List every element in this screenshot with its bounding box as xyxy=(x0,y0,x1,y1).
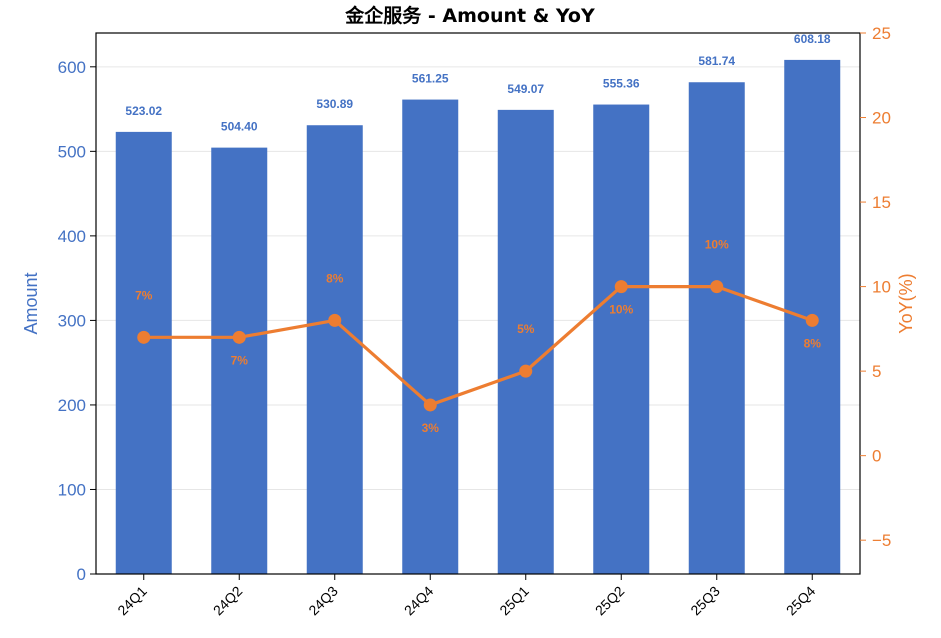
bar xyxy=(688,82,745,574)
yoy-point xyxy=(805,313,819,327)
yoy-value-label: 8% xyxy=(326,271,344,285)
bar-value-label: 561.25 xyxy=(412,72,449,86)
y-left-tick-label: 300 xyxy=(58,311,86,330)
grid-lines xyxy=(96,66,860,490)
y-left-tick-label: 0 xyxy=(77,565,86,584)
y-right-tick-label: 25 xyxy=(872,24,891,43)
yoy-value-label: 10% xyxy=(609,303,633,317)
x-tick-label: 24Q1 xyxy=(114,583,150,619)
y-right-tick-label: 15 xyxy=(872,193,891,212)
yoy-point xyxy=(614,280,628,294)
bar-value-label: 555.36 xyxy=(603,77,640,91)
y-axis-right-label: YoY(%) xyxy=(896,273,916,333)
yoy-value-label: 7% xyxy=(231,353,249,367)
y-right-tick-label: 20 xyxy=(872,109,891,128)
yoy-point xyxy=(519,364,533,378)
line-series xyxy=(137,280,819,412)
yoy-point xyxy=(232,330,246,344)
yoy-value-label: 7% xyxy=(135,288,153,302)
y-axis-left-label: Amount xyxy=(21,272,41,334)
yoy-value-label: 8% xyxy=(804,336,822,350)
yoy-value-label: 10% xyxy=(705,238,729,252)
yoy-point xyxy=(423,398,437,412)
y-axis-left: 0 100 200 300 400 500 600 xyxy=(58,58,96,584)
bar-series xyxy=(115,59,841,575)
bar-value-label: 549.07 xyxy=(507,82,544,96)
chart-title: 金企服务 - Amount & YoY xyxy=(344,4,595,27)
bar xyxy=(402,99,459,574)
y-left-tick-label: 500 xyxy=(58,142,86,161)
x-axis: 24Q1 24Q2 24Q3 24Q4 25Q1 25Q2 25Q3 25Q4 xyxy=(114,574,819,619)
y-left-tick-label: 400 xyxy=(58,227,86,246)
yoy-value-label: 3% xyxy=(422,421,440,435)
y-left-tick-label: 200 xyxy=(58,396,86,415)
bar xyxy=(497,109,554,575)
x-tick-label: 25Q3 xyxy=(687,583,723,619)
bar-value-label: 608.18 xyxy=(794,32,831,46)
bar-value-label: 530.89 xyxy=(316,97,353,111)
yoy-point xyxy=(710,280,724,294)
y-right-tick-label: 10 xyxy=(872,278,891,297)
plot-frame xyxy=(95,32,861,575)
yoy-line xyxy=(143,284,813,407)
y-left-tick-label: 600 xyxy=(58,58,86,77)
x-tick-label: 24Q2 xyxy=(210,583,246,619)
y-right-tick-label: −5 xyxy=(872,531,891,550)
y-right-tick-label: 0 xyxy=(872,447,881,466)
x-tick-label: 24Q3 xyxy=(305,583,341,619)
bar xyxy=(115,131,172,575)
y-left-tick-label: 100 xyxy=(58,480,86,499)
y-right-tick-label: 5 xyxy=(872,362,881,381)
bar-value-label: 581.74 xyxy=(698,54,735,68)
x-tick-label: 24Q4 xyxy=(401,583,437,619)
yoy-point xyxy=(328,313,342,327)
bar-value-label: 504.40 xyxy=(221,120,258,134)
yoy-point xyxy=(137,330,151,344)
y-axis-right: −5 0 5 10 15 20 25 xyxy=(860,24,891,550)
x-tick-label: 25Q2 xyxy=(592,583,628,619)
bar xyxy=(211,147,268,574)
bar xyxy=(306,125,363,574)
data-labels: 523.02 504.40 530.89 561.25 549.07 555.36 581.… xyxy=(125,32,831,435)
x-tick-label: 25Q4 xyxy=(783,583,819,619)
bar-value-label: 523.02 xyxy=(125,104,162,118)
yoy-value-label: 5% xyxy=(517,322,535,336)
x-tick-label: 25Q1 xyxy=(496,583,532,619)
bar xyxy=(593,104,650,575)
